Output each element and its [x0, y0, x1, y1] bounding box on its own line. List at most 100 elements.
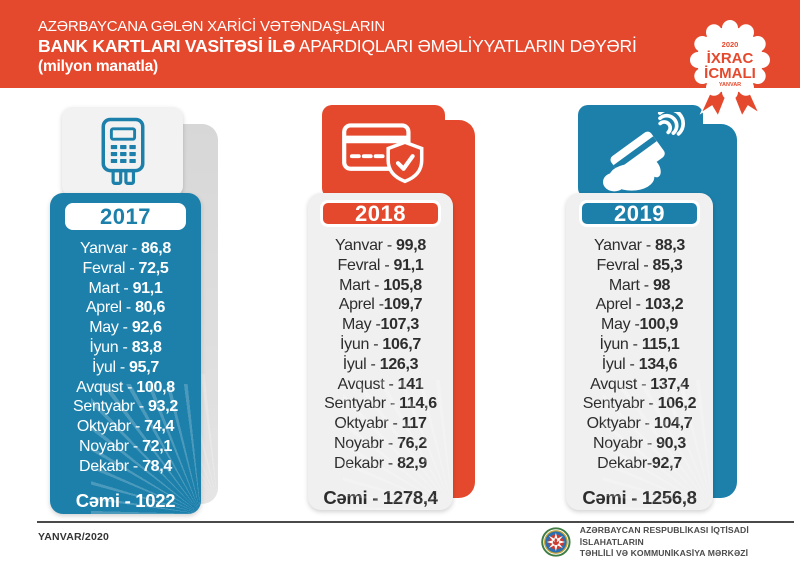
month-row: Noyabr - 76,2: [308, 434, 453, 454]
month-row: Aprel - 103,2: [566, 295, 713, 315]
month-value: 100,9: [639, 316, 679, 334]
month-row: Fevral - 72,5: [50, 259, 201, 279]
month-value: 126,3: [379, 355, 419, 373]
month-label: Mart -: [608, 276, 653, 294]
month-value: 104,7: [653, 415, 693, 433]
month-row: Oktyabr - 74,4: [50, 417, 201, 437]
year-2017-label: 2017: [65, 203, 186, 230]
year-2018-icon-card: [322, 105, 445, 198]
month-label: Sentyabr -: [582, 395, 658, 413]
month-row: Fevral - 85,3: [566, 256, 713, 276]
year-2017-card: 2017 Yanvar - 86,8 Fevral - 72,5 Mart - 91…: [50, 193, 201, 514]
header-title-rest: APARDIQLARI ƏMƏLİYYATLARIN DƏYƏRİ: [295, 36, 637, 56]
year-2019-total: Cəmi - 1256,8: [582, 486, 697, 508]
month-value: 82,9: [397, 454, 428, 472]
header-title-line2: BANK KARTLARI VASİTƏSİ İLƏ APARDIQLARI Ə…: [38, 36, 800, 57]
month-value: 83,8: [131, 338, 162, 356]
month-label: Noyabr -: [333, 434, 398, 452]
month-row: Sentyabr - 93,2: [50, 397, 201, 417]
month-label: Aprel -: [338, 296, 384, 314]
month-value: 72,1: [142, 437, 173, 455]
month-label: May -: [89, 319, 132, 337]
month-row: Sentyabr - 114,6: [308, 394, 453, 414]
month-value: 72,5: [138, 259, 169, 277]
month-label: Oktyabr -: [586, 415, 654, 433]
org-name-line2: TƏHLİLİ VƏ KOMMUNİKASİYA MƏRKƏZİ: [579, 548, 749, 558]
month-row: Avqust - 100,8: [50, 378, 201, 398]
month-row: Sentyabr - 106,2: [566, 394, 713, 414]
month-row: İyun - 106,7: [308, 335, 453, 355]
year-2018-total: Cəmi - 1278,4: [323, 486, 438, 508]
month-label: İyul -: [342, 355, 380, 373]
azerbaijan-emblem-icon: [541, 527, 571, 557]
month-row: Dekabr - 82,9: [308, 454, 453, 474]
month-row: Yanvar - 86,8: [50, 239, 201, 259]
contactless-payment-icon: [602, 111, 685, 191]
month-value: 115,1: [641, 335, 680, 353]
month-value: 100,8: [136, 378, 175, 396]
header-title-line1: AZƏRBAYCANA GƏLƏN XARİCİ VƏTƏNDAŞLARIN: [38, 18, 385, 35]
month-row: Noyabr - 72,1: [50, 437, 201, 457]
month-value: 107,3: [380, 316, 420, 334]
month-row: May - 92,6: [50, 318, 201, 338]
month-label: Noyabr -: [592, 434, 657, 452]
month-value: 141: [397, 375, 424, 393]
month-label: Avqust -: [337, 375, 398, 393]
month-label: İyun -: [599, 335, 642, 353]
month-value: 74,4: [144, 418, 175, 436]
header-title-bold: BANK KARTLARI VASİTƏSİ İLƏ: [38, 36, 296, 56]
month-value: 114,6: [399, 395, 437, 413]
month-value: 117: [401, 415, 427, 433]
ixrac-icmali-badge-icon: 2020 İXRAC İCMALI YANVAR: [690, 20, 770, 116]
month-value: 85,3: [652, 256, 683, 274]
month-value: 91,1: [393, 256, 424, 274]
month-value: 109,7: [383, 296, 423, 314]
month-label: May -: [341, 316, 381, 334]
month-label: Fevral -: [596, 256, 653, 274]
month-label: Yanvar -: [594, 237, 656, 254]
month-label: Aprel -: [595, 296, 645, 314]
month-row: Oktyabr - 117: [308, 414, 453, 434]
month-label: Avqust -: [76, 378, 137, 396]
month-label: Fevral -: [337, 256, 394, 274]
month-label: Sentyabr -: [324, 395, 400, 413]
header-subtitle: (milyon manatla): [38, 58, 158, 75]
month-row: İyul - 126,3: [308, 355, 453, 375]
month-label: Mart -: [88, 279, 133, 297]
month-row: Mart - 98: [566, 276, 713, 296]
month-value: 103,2: [644, 296, 684, 314]
badge-word1: İXRAC: [707, 50, 754, 67]
month-value: 76,2: [397, 434, 428, 452]
month-value: 99,8: [396, 237, 426, 254]
month-value: 137,4: [650, 375, 689, 393]
pos-terminal-icon: [101, 117, 144, 185]
month-value: 93,2: [148, 398, 178, 416]
month-row: Avqust - 137,4: [566, 375, 713, 395]
month-label: Avqust -: [590, 375, 651, 393]
month-value: 80,6: [135, 299, 166, 317]
month-row: İyul - 134,6: [566, 355, 713, 375]
month-label: Yanvar -: [335, 237, 397, 254]
footer-divider: [37, 521, 794, 523]
year-2017-icon-card: [62, 107, 183, 196]
month-row: May -107,3: [308, 315, 453, 335]
month-label: Sentyabr -: [73, 398, 148, 416]
month-label: Oktyabr -: [76, 418, 145, 436]
month-value: 92,7: [651, 454, 682, 472]
month-value: 98: [652, 276, 671, 294]
month-value: 105,8: [383, 276, 422, 294]
year-2018-label: 2018: [320, 200, 441, 227]
month-label: Yanvar -: [80, 240, 142, 257]
month-label: İyul -: [92, 358, 130, 376]
footer-date: YANVAR/2020: [38, 531, 110, 543]
badge-month: YANVAR: [719, 82, 741, 88]
month-label: Fevral -: [82, 259, 139, 277]
month-row: Noyabr - 90,3: [566, 434, 713, 454]
month-row: Fevral - 91,1: [308, 256, 453, 276]
month-value: 86,8: [141, 240, 171, 257]
month-row: İyun - 83,8: [50, 338, 201, 358]
month-row: Mart - 105,8: [308, 276, 453, 296]
month-label: Noyabr -: [78, 437, 143, 455]
year-2017-total: Cəmi - 1022: [75, 489, 176, 511]
badge-word2: İCMALI: [704, 65, 756, 82]
